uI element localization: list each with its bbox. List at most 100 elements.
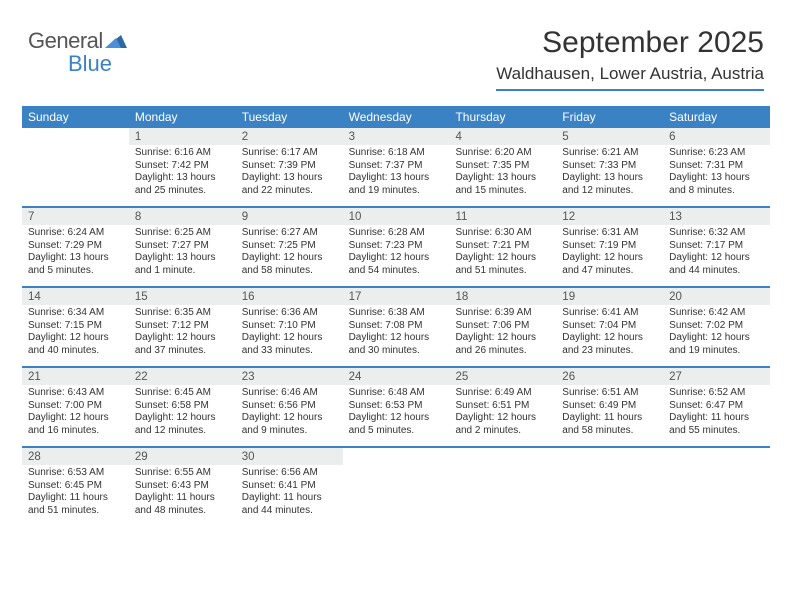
sunrise-text: Sunrise: 6:49 AM <box>455 387 550 400</box>
daylight-text: Daylight: 11 hours and 51 minutes. <box>28 492 123 517</box>
day-cell: 24Sunrise: 6:48 AMSunset: 6:53 PMDayligh… <box>343 368 450 446</box>
sunrise-text: Sunrise: 6:21 AM <box>562 147 657 160</box>
sunset-text: Sunset: 7:06 PM <box>455 320 550 333</box>
sunrise-text: Sunrise: 6:18 AM <box>349 147 444 160</box>
sunset-text: Sunset: 7:02 PM <box>669 320 764 333</box>
day-cell: 21Sunrise: 6:43 AMSunset: 7:00 PMDayligh… <box>22 368 129 446</box>
sunrise-text: Sunrise: 6:35 AM <box>135 307 230 320</box>
day-info: Sunrise: 6:35 AMSunset: 7:12 PMDaylight:… <box>129 305 236 361</box>
day-number: 8 <box>129 208 236 225</box>
day-cell: 28Sunrise: 6:53 AMSunset: 6:45 PMDayligh… <box>22 448 129 526</box>
day-info: Sunrise: 6:53 AMSunset: 6:45 PMDaylight:… <box>22 465 129 521</box>
sunset-text: Sunset: 6:56 PM <box>242 400 337 413</box>
sunset-text: Sunset: 7:29 PM <box>28 240 123 253</box>
day-cell: 17Sunrise: 6:38 AMSunset: 7:08 PMDayligh… <box>343 288 450 366</box>
day-info: Sunrise: 6:36 AMSunset: 7:10 PMDaylight:… <box>236 305 343 361</box>
day-number: 9 <box>236 208 343 225</box>
week-row: 21Sunrise: 6:43 AMSunset: 7:00 PMDayligh… <box>22 368 770 448</box>
day-header: Tuesday <box>236 106 343 128</box>
sunrise-text: Sunrise: 6:20 AM <box>455 147 550 160</box>
day-cell: 12Sunrise: 6:31 AMSunset: 7:19 PMDayligh… <box>556 208 663 286</box>
day-number: 29 <box>129 448 236 465</box>
sunrise-text: Sunrise: 6:23 AM <box>669 147 764 160</box>
day-cell: 15Sunrise: 6:35 AMSunset: 7:12 PMDayligh… <box>129 288 236 366</box>
month-title: September 2025 <box>496 26 764 60</box>
sunrise-text: Sunrise: 6:55 AM <box>135 467 230 480</box>
day-number: 12 <box>556 208 663 225</box>
day-number <box>22 128 129 145</box>
daylight-text: Daylight: 13 hours and 1 minute. <box>135 252 230 277</box>
day-number: 7 <box>22 208 129 225</box>
day-info: Sunrise: 6:41 AMSunset: 7:04 PMDaylight:… <box>556 305 663 361</box>
day-cell: 1Sunrise: 6:16 AMSunset: 7:42 PMDaylight… <box>129 128 236 206</box>
sunset-text: Sunset: 7:35 PM <box>455 160 550 173</box>
day-header: Thursday <box>449 106 556 128</box>
day-cell: 2Sunrise: 6:17 AMSunset: 7:39 PMDaylight… <box>236 128 343 206</box>
day-number: 27 <box>663 368 770 385</box>
day-info: Sunrise: 6:31 AMSunset: 7:19 PMDaylight:… <box>556 225 663 281</box>
sunset-text: Sunset: 7:31 PM <box>669 160 764 173</box>
day-cell: 26Sunrise: 6:51 AMSunset: 6:49 PMDayligh… <box>556 368 663 446</box>
day-info: Sunrise: 6:25 AMSunset: 7:27 PMDaylight:… <box>129 225 236 281</box>
page-header: September 2025 Waldhausen, Lower Austria… <box>496 26 764 91</box>
day-info: Sunrise: 6:16 AMSunset: 7:42 PMDaylight:… <box>129 145 236 201</box>
day-number: 11 <box>449 208 556 225</box>
day-number: 30 <box>236 448 343 465</box>
sunrise-text: Sunrise: 6:32 AM <box>669 227 764 240</box>
day-number: 22 <box>129 368 236 385</box>
day-info: Sunrise: 6:51 AMSunset: 6:49 PMDaylight:… <box>556 385 663 441</box>
day-info: Sunrise: 6:55 AMSunset: 6:43 PMDaylight:… <box>129 465 236 521</box>
day-cell: 20Sunrise: 6:42 AMSunset: 7:02 PMDayligh… <box>663 288 770 366</box>
daylight-text: Daylight: 12 hours and 2 minutes. <box>455 412 550 437</box>
sunrise-text: Sunrise: 6:45 AM <box>135 387 230 400</box>
day-cell <box>22 128 129 206</box>
sunset-text: Sunset: 7:23 PM <box>349 240 444 253</box>
sunrise-text: Sunrise: 6:36 AM <box>242 307 337 320</box>
day-header: Monday <box>129 106 236 128</box>
brand-logo: General Blue <box>28 28 127 77</box>
week-row: 1Sunrise: 6:16 AMSunset: 7:42 PMDaylight… <box>22 128 770 208</box>
daylight-text: Daylight: 11 hours and 58 minutes. <box>562 412 657 437</box>
sunset-text: Sunset: 7:04 PM <box>562 320 657 333</box>
sunrise-text: Sunrise: 6:25 AM <box>135 227 230 240</box>
day-number: 5 <box>556 128 663 145</box>
daylight-text: Daylight: 12 hours and 12 minutes. <box>135 412 230 437</box>
sunrise-text: Sunrise: 6:38 AM <box>349 307 444 320</box>
daylight-text: Daylight: 12 hours and 51 minutes. <box>455 252 550 277</box>
day-number: 18 <box>449 288 556 305</box>
week-row: 28Sunrise: 6:53 AMSunset: 6:45 PMDayligh… <box>22 448 770 526</box>
day-info: Sunrise: 6:21 AMSunset: 7:33 PMDaylight:… <box>556 145 663 201</box>
sunset-text: Sunset: 7:39 PM <box>242 160 337 173</box>
day-info: Sunrise: 6:42 AMSunset: 7:02 PMDaylight:… <box>663 305 770 361</box>
daylight-text: Daylight: 12 hours and 44 minutes. <box>669 252 764 277</box>
daylight-text: Daylight: 12 hours and 16 minutes. <box>28 412 123 437</box>
day-cell: 23Sunrise: 6:46 AMSunset: 6:56 PMDayligh… <box>236 368 343 446</box>
day-cell: 18Sunrise: 6:39 AMSunset: 7:06 PMDayligh… <box>449 288 556 366</box>
day-info: Sunrise: 6:20 AMSunset: 7:35 PMDaylight:… <box>449 145 556 201</box>
sunrise-text: Sunrise: 6:42 AM <box>669 307 764 320</box>
day-header: Saturday <box>663 106 770 128</box>
brand-line1: General <box>28 28 103 53</box>
sunset-text: Sunset: 6:58 PM <box>135 400 230 413</box>
daylight-text: Daylight: 13 hours and 19 minutes. <box>349 172 444 197</box>
day-number: 3 <box>343 128 450 145</box>
sunset-text: Sunset: 7:21 PM <box>455 240 550 253</box>
day-cell: 29Sunrise: 6:55 AMSunset: 6:43 PMDayligh… <box>129 448 236 526</box>
day-info: Sunrise: 6:23 AMSunset: 7:31 PMDaylight:… <box>663 145 770 201</box>
sunset-text: Sunset: 6:43 PM <box>135 480 230 493</box>
sunset-text: Sunset: 6:45 PM <box>28 480 123 493</box>
day-cell: 6Sunrise: 6:23 AMSunset: 7:31 PMDaylight… <box>663 128 770 206</box>
day-number: 19 <box>556 288 663 305</box>
day-info: Sunrise: 6:52 AMSunset: 6:47 PMDaylight:… <box>663 385 770 441</box>
daylight-text: Daylight: 11 hours and 55 minutes. <box>669 412 764 437</box>
daylight-text: Daylight: 13 hours and 22 minutes. <box>242 172 337 197</box>
day-number <box>343 448 450 465</box>
week-row: 14Sunrise: 6:34 AMSunset: 7:15 PMDayligh… <box>22 288 770 368</box>
day-number: 4 <box>449 128 556 145</box>
daylight-text: Daylight: 12 hours and 37 minutes. <box>135 332 230 357</box>
sunset-text: Sunset: 7:15 PM <box>28 320 123 333</box>
sunset-text: Sunset: 7:25 PM <box>242 240 337 253</box>
day-number: 20 <box>663 288 770 305</box>
day-info: Sunrise: 6:30 AMSunset: 7:21 PMDaylight:… <box>449 225 556 281</box>
day-info: Sunrise: 6:34 AMSunset: 7:15 PMDaylight:… <box>22 305 129 361</box>
